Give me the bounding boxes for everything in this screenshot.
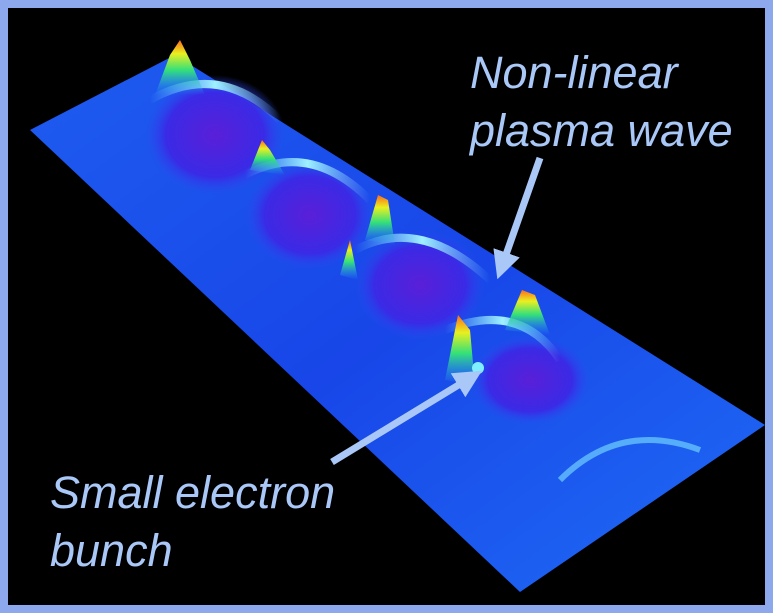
annotation-line: Non-linear xyxy=(470,47,680,98)
annotation-line: plasma wave xyxy=(468,105,733,156)
figure: Non-linear plasma wave Small electron bu… xyxy=(0,0,773,613)
electron-bunch xyxy=(472,362,484,374)
cavity xyxy=(245,160,375,270)
annotation-line: bunch xyxy=(50,525,173,576)
cavity xyxy=(470,335,590,425)
page: Non-linear plasma wave Small electron bu… xyxy=(0,0,773,613)
annotation-line: Small electron xyxy=(50,467,335,518)
